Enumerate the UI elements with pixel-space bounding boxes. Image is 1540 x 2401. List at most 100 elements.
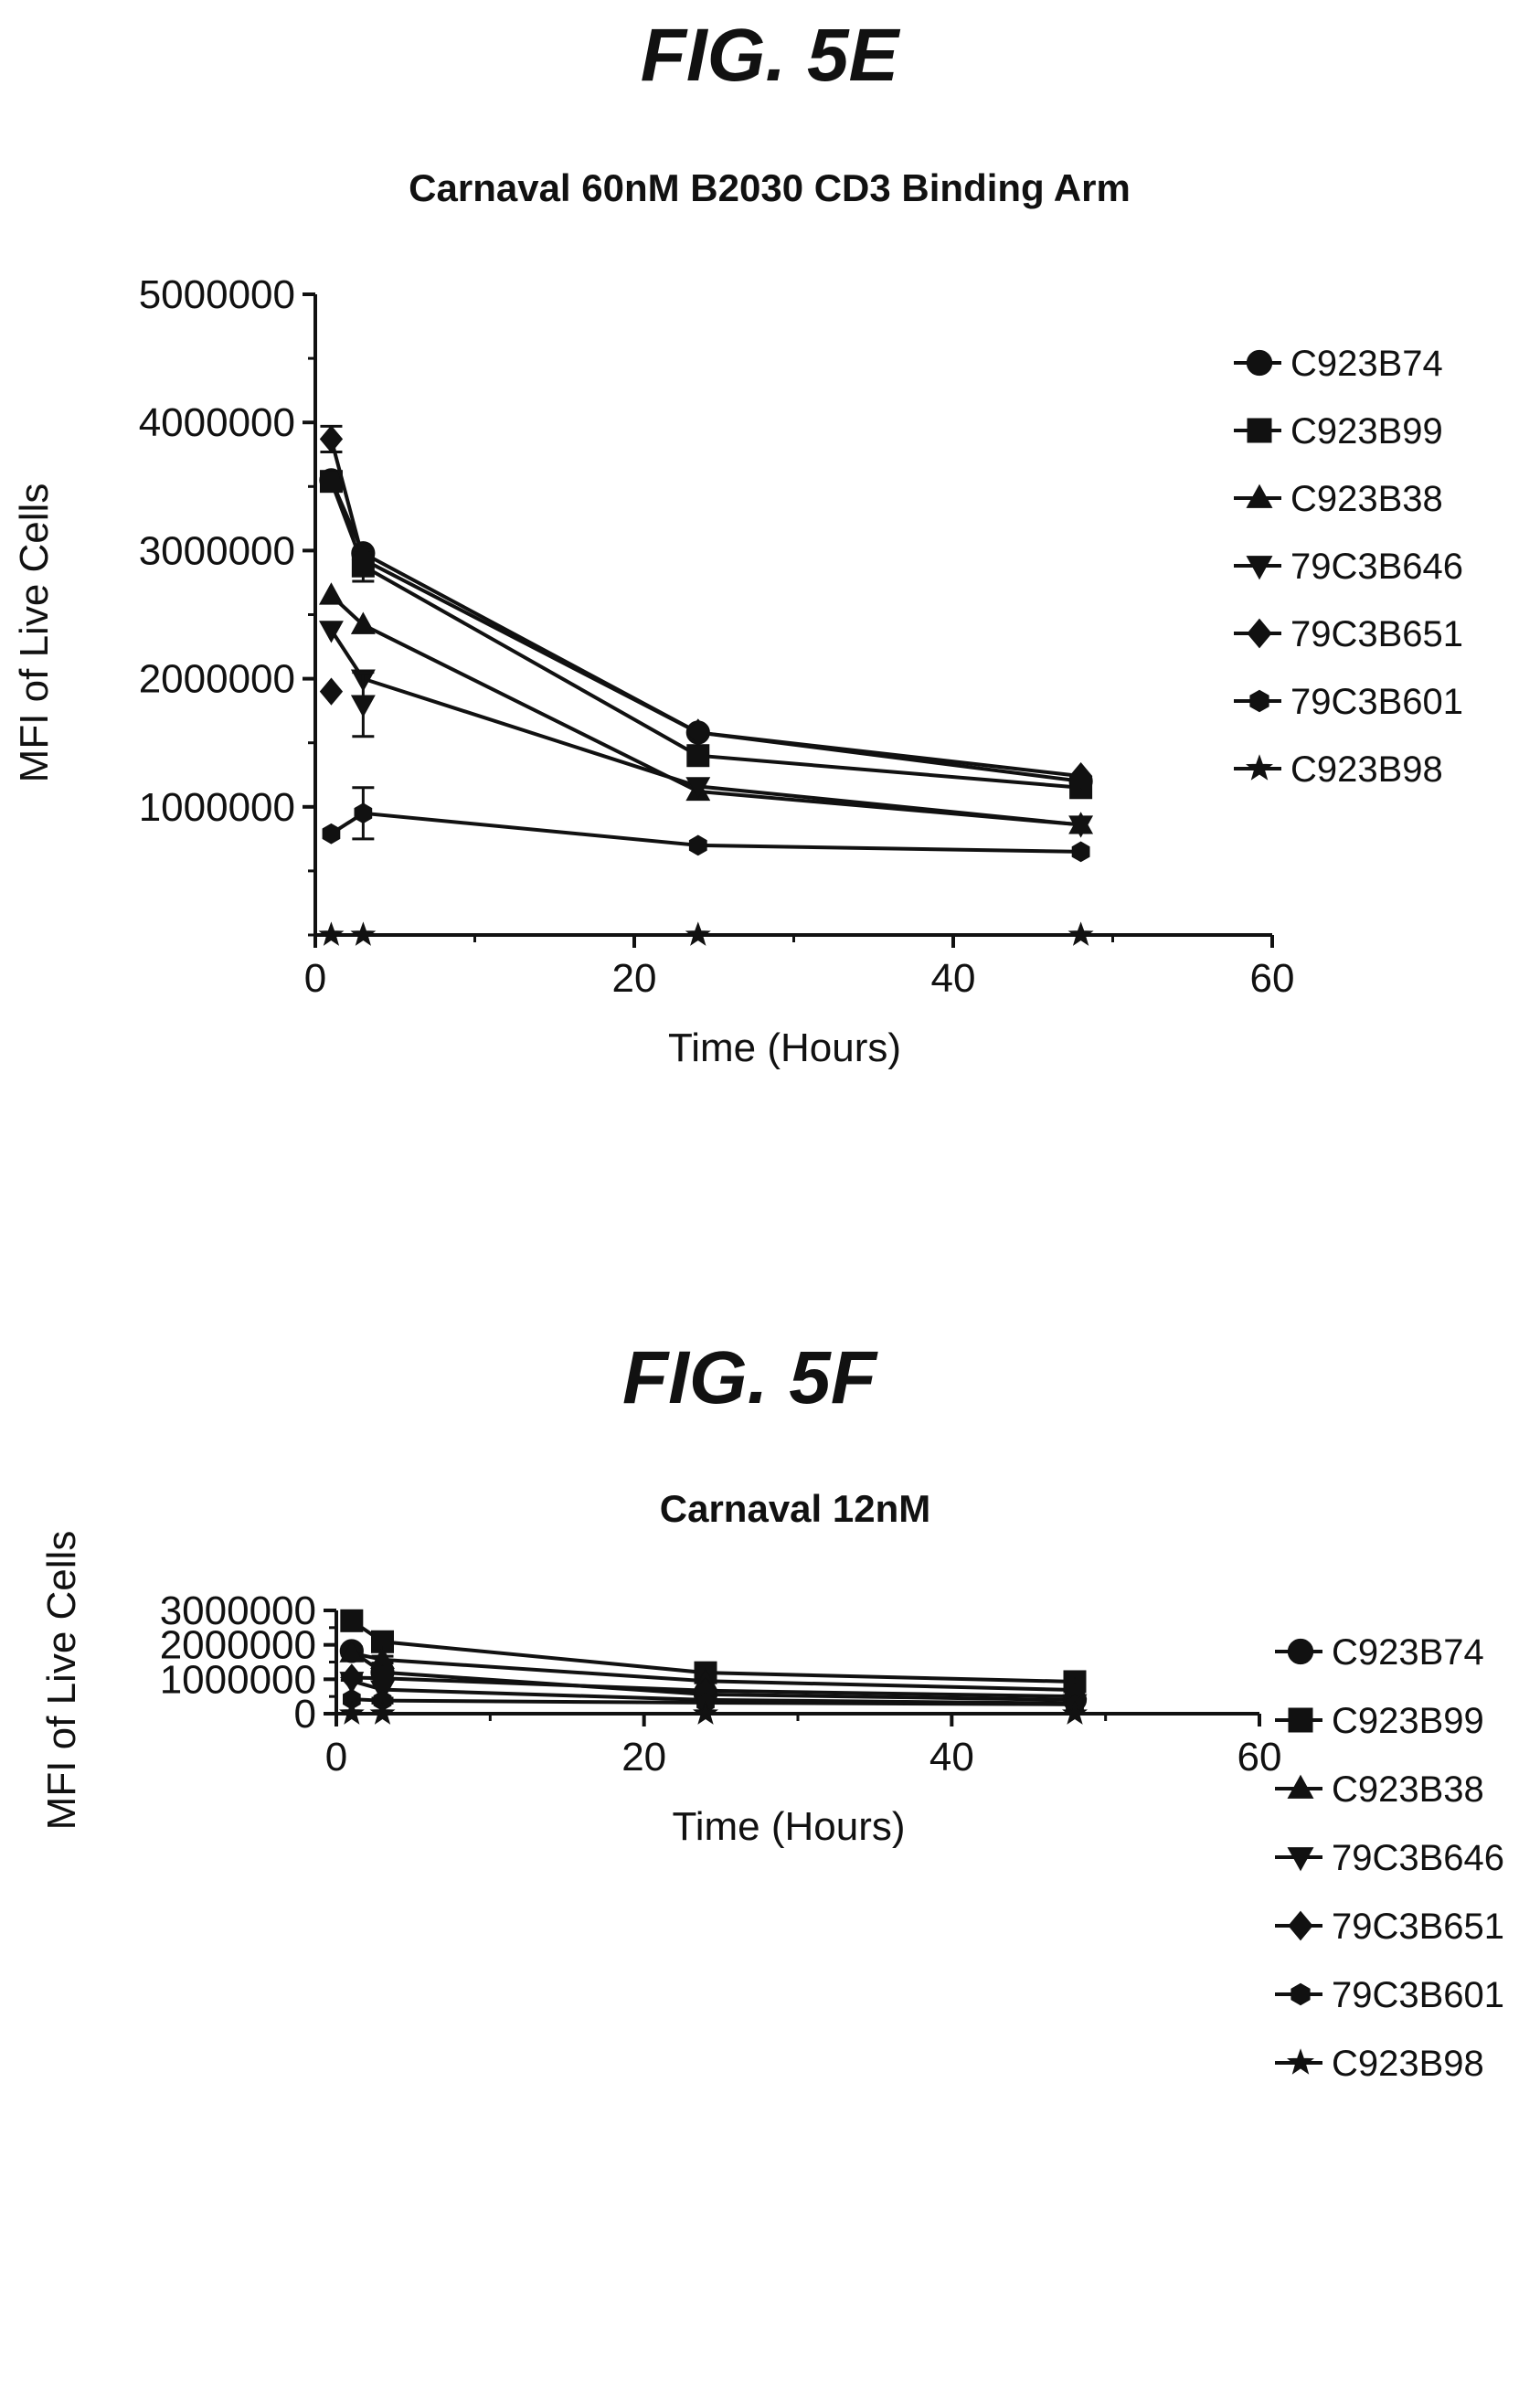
data-point: [692, 1700, 719, 1725]
data-point: [354, 802, 373, 824]
data-point: [318, 921, 345, 946]
legend-label: C923B98: [1332, 2044, 1484, 2084]
series-line: [329, 479, 1081, 783]
series-line: [350, 1619, 1076, 1684]
y-tick-label: 3000000: [160, 1588, 316, 1633]
legend: C923B74 C923B99 C923B38 79C3B646 79C3B651 79C…: [1275, 1632, 1504, 2084]
y-axis-label: MFI of Live Cells: [12, 483, 57, 783]
data-point: [339, 1640, 365, 1663]
legend-marker: [1287, 1774, 1314, 1799]
legend-item: 79C3B651: [1275, 1907, 1504, 1947]
series-c923b98: [318, 921, 1094, 946]
data-point: [350, 921, 377, 946]
legend-marker: [1246, 349, 1273, 377]
legend-marker: [1247, 418, 1272, 443]
y-tick-label: 1000000: [139, 785, 295, 830]
data-point: [369, 1700, 396, 1725]
x-tick-label: 0: [325, 1735, 347, 1780]
x-axis-label: Time (Hours): [672, 1804, 905, 1849]
series-79c3b651: [319, 424, 1093, 791]
data-point: [1068, 761, 1093, 791]
data-point: [350, 611, 376, 634]
legend-item: C923B98: [1275, 2044, 1484, 2084]
x-axis-label: Time (Hours): [668, 1025, 901, 1070]
data-point: [686, 744, 710, 768]
legend-item: C923B38: [1234, 479, 1443, 519]
chart-title-5e: Carnaval 60nM B2030 CD3 Binding Arm: [409, 166, 1131, 209]
data-point: [338, 1700, 365, 1725]
legend-label: C923B38: [1332, 1769, 1484, 1810]
y-tick-label: 2000000: [160, 1623, 316, 1668]
legend-label: C923B74: [1332, 1632, 1484, 1673]
data-point: [319, 425, 344, 453]
legend-marker: [1246, 556, 1273, 580]
y-tick-label: 5000000: [139, 272, 295, 317]
data-point: [319, 621, 344, 643]
series-line: [329, 438, 1081, 779]
data-point: [340, 1663, 364, 1692]
figure-label-5e: FIG. 5E: [641, 14, 901, 97]
data-point: [1068, 815, 1094, 838]
series-line: [351, 1679, 1076, 1705]
x-tick-label: 40: [931, 956, 976, 1001]
legend-label: C923B74: [1290, 344, 1443, 384]
series-c923b38: [319, 582, 1094, 834]
y-tick-label: 3000000: [139, 528, 295, 573]
chart-title-5f: Carnaval 12nM: [660, 1487, 930, 1530]
legend-marker: [1245, 754, 1274, 781]
legend-label: C923B98: [1290, 749, 1443, 790]
legend-marker: [1288, 1910, 1313, 1941]
legend-item: C923B99: [1234, 411, 1443, 452]
data-point: [1061, 1700, 1089, 1725]
legend-marker: [1246, 483, 1273, 508]
legend: C923B74 C923B99 C923B38 79C3B646 79C3B651 79C…: [1234, 344, 1463, 790]
legend-marker: [1249, 689, 1269, 713]
legend-item: 79C3B601: [1275, 1975, 1504, 2015]
x-tick-label: 20: [612, 956, 657, 1001]
legend-label: 79C3B646: [1290, 547, 1463, 587]
legend-label: 79C3B601: [1290, 682, 1463, 722]
data-point: [351, 546, 376, 574]
y-tick-label: 4000000: [139, 400, 295, 445]
x-tick-label: 60: [1250, 956, 1295, 1001]
legend-label: C923B99: [1332, 1701, 1484, 1741]
data-point: [686, 718, 710, 747]
y-tick-label: 0: [294, 1692, 316, 1737]
x-tick-label: 0: [304, 956, 326, 1001]
series-line: [351, 1675, 1076, 1699]
legend-marker: [1287, 1638, 1314, 1665]
y-tick-label: 2000000: [139, 657, 295, 702]
legend-label: 79C3B651: [1332, 1907, 1504, 1947]
legend-label: C923B38: [1290, 479, 1443, 519]
chart-5e: 1000000 2000000 3000000 4000000 5000000 0 20 40…: [12, 272, 1463, 1070]
legend-item: C923B99: [1275, 1701, 1484, 1741]
legend-item: C923B74: [1234, 344, 1443, 384]
data-point: [319, 470, 343, 494]
data-point: [688, 834, 707, 856]
legend-marker: [1247, 618, 1272, 649]
y-tick-label: 1000000: [160, 1657, 316, 1702]
legend-marker: [1288, 1707, 1313, 1733]
figure-label-5f: FIG. 5F: [622, 1336, 878, 1419]
legend-marker: [1287, 1847, 1314, 1872]
series-c923b74: [319, 468, 1093, 793]
series-line: [330, 811, 1081, 854]
series-79c3b601: [322, 786, 1090, 863]
legend-item: 79C3B651: [1234, 614, 1463, 654]
legend-label: 79C3B601: [1332, 1975, 1504, 2015]
x-tick-label: 60: [1237, 1735, 1282, 1780]
legend-label: C923B99: [1290, 411, 1443, 452]
series-c923b99: [340, 1609, 1087, 1694]
series-line: [351, 1651, 1076, 1693]
series-line: [329, 629, 1081, 827]
legend-marker: [1290, 1982, 1311, 2006]
legend-item: C923B74: [1275, 1632, 1484, 1673]
data-point: [322, 823, 341, 845]
x-tick-label: 20: [621, 1735, 666, 1780]
series-c923b99: [319, 470, 1093, 800]
series-line: [330, 594, 1081, 827]
data-point: [340, 1609, 364, 1632]
series-79c3b651: [340, 1663, 1087, 1711]
